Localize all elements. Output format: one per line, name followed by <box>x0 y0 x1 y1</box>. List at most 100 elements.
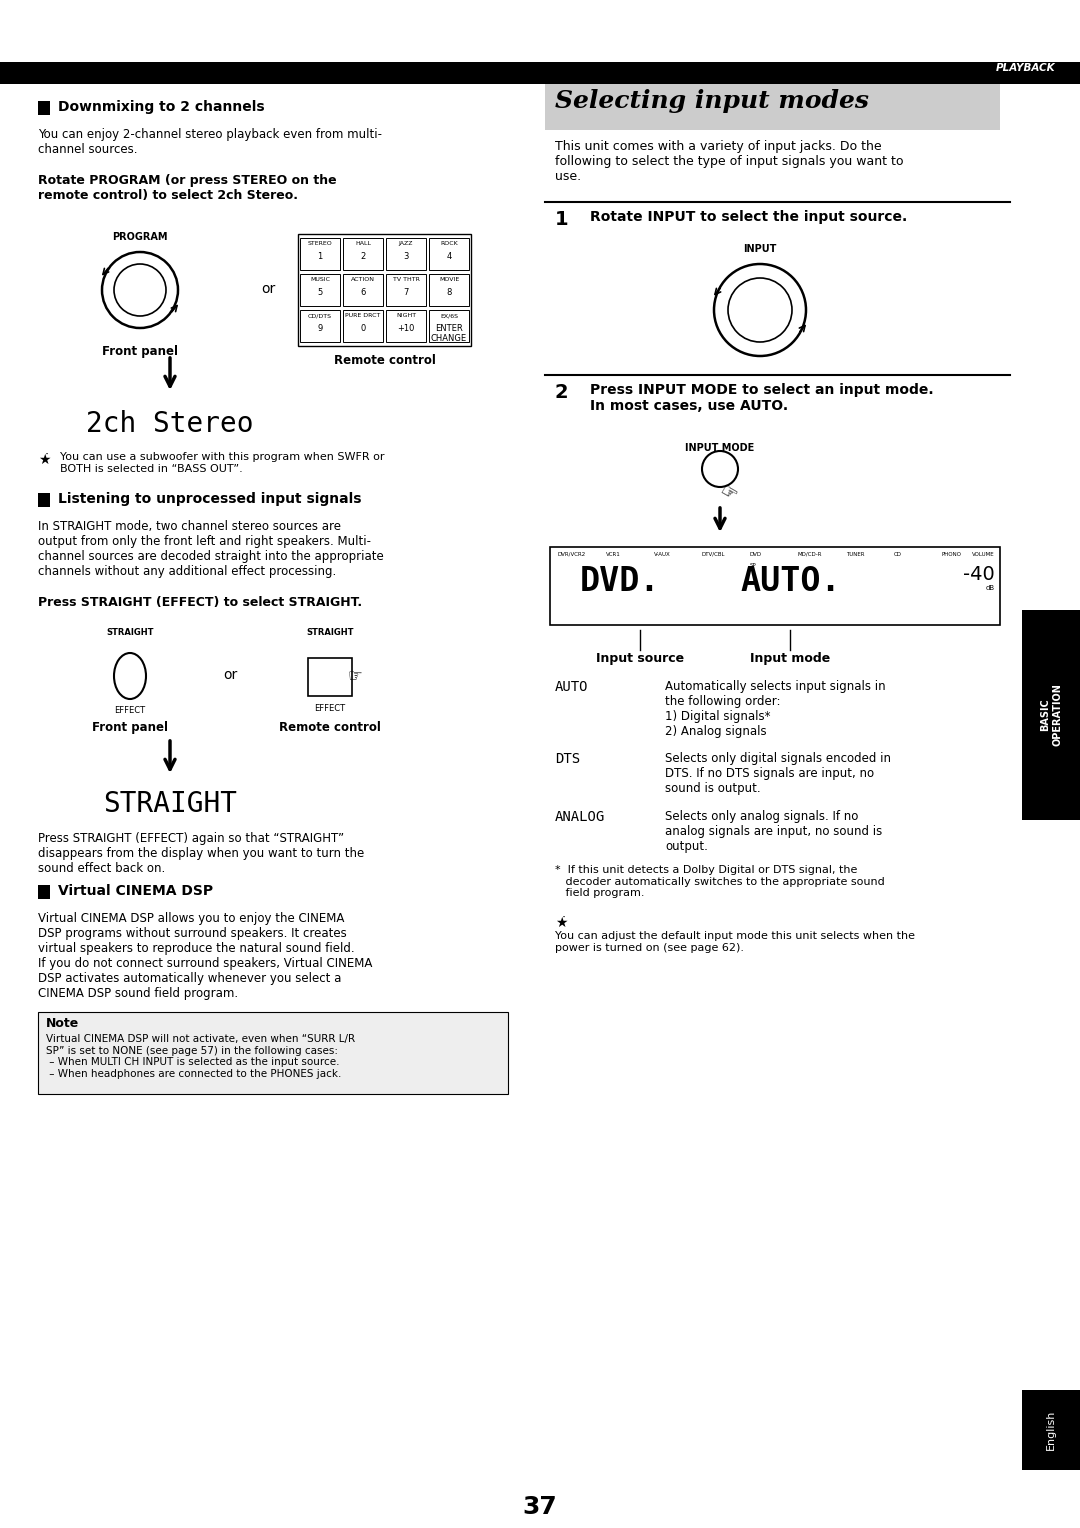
Text: Input mode: Input mode <box>750 652 831 665</box>
Text: Press STRAIGHT (EFFECT) to select STRAIGHT.: Press STRAIGHT (EFFECT) to select STRAIG… <box>38 596 362 610</box>
Text: CD: CD <box>894 552 902 558</box>
Bar <box>38 494 50 507</box>
Text: 1: 1 <box>318 252 323 261</box>
Text: STRAIGHT: STRAIGHT <box>307 628 354 637</box>
Text: In STRAIGHT mode, two channel stereo sources are
output from only the front left: In STRAIGHT mode, two channel stereo sou… <box>38 520 383 578</box>
Text: 2: 2 <box>555 384 569 402</box>
Text: STRAIGHT: STRAIGHT <box>106 628 153 637</box>
Text: 6: 6 <box>361 287 366 296</box>
Bar <box>300 310 340 342</box>
Text: 3: 3 <box>403 252 408 261</box>
Text: ENTER
CHANGE: ENTER CHANGE <box>431 324 467 344</box>
Bar <box>386 238 426 270</box>
Text: 0: 0 <box>361 324 366 333</box>
Text: Listening to unprocessed input signals: Listening to unprocessed input signals <box>58 492 362 506</box>
Text: V-AUX: V-AUX <box>654 552 671 558</box>
Bar <box>386 310 426 342</box>
Text: MD/CD-R: MD/CD-R <box>798 552 823 558</box>
Text: Rotate PROGRAM (or press STEREO on the
remote control) to select 2ch Stereo.: Rotate PROGRAM (or press STEREO on the r… <box>38 174 337 202</box>
Text: ROCK: ROCK <box>441 241 458 246</box>
Text: 9: 9 <box>318 324 323 333</box>
Text: STEREO: STEREO <box>308 241 333 246</box>
Text: 5: 5 <box>318 287 323 296</box>
Text: Press STRAIGHT (EFFECT) again so that “STRAIGHT”
disappears from the display whe: Press STRAIGHT (EFFECT) again so that “S… <box>38 833 364 876</box>
Text: DVR/VCR2: DVR/VCR2 <box>558 552 586 558</box>
Text: ☞: ☞ <box>348 668 363 685</box>
Text: DVD.: DVD. <box>580 565 661 597</box>
Text: 1: 1 <box>555 209 569 229</box>
Text: EFFECT: EFFECT <box>114 706 146 715</box>
Text: TUNER: TUNER <box>846 552 864 558</box>
Bar <box>38 101 50 115</box>
Text: Remote control: Remote control <box>279 721 381 733</box>
Text: MUSIC: MUSIC <box>310 277 330 283</box>
Text: Selecting input modes: Selecting input modes <box>555 89 869 113</box>
Text: Virtual CINEMA DSP: Virtual CINEMA DSP <box>58 885 213 898</box>
Text: EFFECT: EFFECT <box>314 704 346 714</box>
Text: 8: 8 <box>446 287 451 296</box>
Text: AUTO: AUTO <box>555 680 589 694</box>
Bar <box>38 1012 508 1094</box>
Text: You can enjoy 2-channel stereo playback even from multi-
channel sources.: You can enjoy 2-channel stereo playback … <box>38 128 382 156</box>
Bar <box>550 547 1000 625</box>
Text: CD/DTS: CD/DTS <box>308 313 332 318</box>
Text: DTV/CBL: DTV/CBL <box>702 552 726 558</box>
Text: Remote control: Remote control <box>334 354 435 367</box>
Circle shape <box>728 278 792 342</box>
Text: JAZZ: JAZZ <box>399 241 414 246</box>
Text: You can use a subwoofer with this program when SWFR or
BOTH is selected in “BASS: You can use a subwoofer with this progra… <box>60 452 384 474</box>
Text: ☞: ☞ <box>716 481 740 506</box>
Circle shape <box>114 264 166 316</box>
Text: 2ch Stereo: 2ch Stereo <box>86 410 254 439</box>
Bar <box>300 274 340 306</box>
Text: HALL: HALL <box>355 241 372 246</box>
Text: VOLUME: VOLUME <box>972 552 995 558</box>
Bar <box>1022 1390 1080 1470</box>
Text: -40: -40 <box>963 565 995 584</box>
Text: NIGHT: NIGHT <box>396 313 416 318</box>
Text: TV THTR: TV THTR <box>392 277 419 283</box>
Bar <box>308 659 352 695</box>
Bar <box>429 238 469 270</box>
Text: You can adjust the default input mode this unit selects when the
power is turned: You can adjust the default input mode th… <box>555 931 915 952</box>
Text: Rotate INPUT to select the input source.: Rotate INPUT to select the input source. <box>590 209 907 225</box>
Text: ACTION: ACTION <box>351 277 375 283</box>
Text: SP: SP <box>750 562 757 568</box>
Text: EX/6S: EX/6S <box>440 313 458 318</box>
Text: BASIC
OPERATION: BASIC OPERATION <box>1040 683 1063 747</box>
Text: dB: dB <box>986 585 995 591</box>
Text: Input source: Input source <box>596 652 684 665</box>
Text: ★̇: ★̇ <box>555 917 567 931</box>
Text: Selects only digital signals encoded in
DTS. If no DTS signals are input, no
sou: Selects only digital signals encoded in … <box>665 752 891 795</box>
Text: Virtual CINEMA DSP allows you to enjoy the CINEMA
DSP programs without surround : Virtual CINEMA DSP allows you to enjoy t… <box>38 912 373 999</box>
Text: Front panel: Front panel <box>92 721 168 733</box>
Text: English: English <box>1047 1410 1056 1450</box>
Text: Front panel: Front panel <box>102 345 178 358</box>
Text: Note: Note <box>46 1018 79 1030</box>
Bar <box>300 238 340 270</box>
Bar <box>38 885 50 898</box>
Text: Virtual CINEMA DSP will not activate, even when “SURR L/R
SP” is set to NONE (se: Virtual CINEMA DSP will not activate, ev… <box>46 1034 355 1079</box>
Text: INPUT: INPUT <box>743 244 777 254</box>
Bar <box>343 274 383 306</box>
Text: or: or <box>261 283 275 296</box>
Text: 4: 4 <box>446 252 451 261</box>
Text: ★̇: ★̇ <box>38 454 51 468</box>
Text: AUTO.: AUTO. <box>740 565 840 597</box>
Text: Selects only analog signals. If no
analog signals are input, no sound is
output.: Selects only analog signals. If no analo… <box>665 810 882 853</box>
Bar <box>1022 610 1080 821</box>
Text: Press INPUT MODE to select an input mode.
In most cases, use AUTO.: Press INPUT MODE to select an input mode… <box>590 384 933 413</box>
Text: DTS: DTS <box>555 752 580 766</box>
Text: Automatically selects input signals in
the following order:
1) Digital signals*
: Automatically selects input signals in t… <box>665 680 886 738</box>
Text: 37: 37 <box>523 1494 557 1519</box>
Bar <box>298 234 471 345</box>
Text: VCR1: VCR1 <box>606 552 621 558</box>
Bar <box>343 310 383 342</box>
Bar <box>343 238 383 270</box>
Text: INPUT MODE: INPUT MODE <box>686 443 755 452</box>
Text: STRAIGHT: STRAIGHT <box>103 790 237 817</box>
Text: or: or <box>222 668 238 681</box>
Bar <box>429 310 469 342</box>
Text: PURE DRCT: PURE DRCT <box>346 313 380 318</box>
Text: PROGRAM: PROGRAM <box>112 232 167 241</box>
